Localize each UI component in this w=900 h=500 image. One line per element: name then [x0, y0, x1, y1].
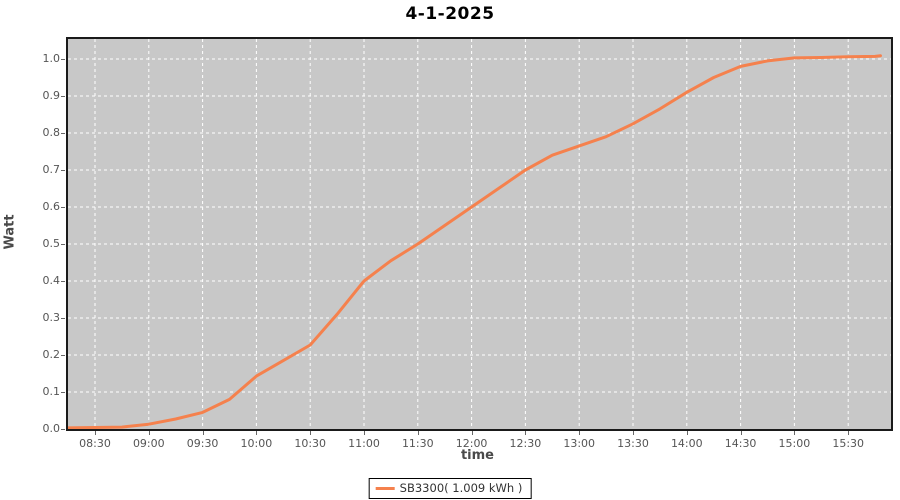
x-tick-label: 15:30 — [832, 437, 865, 450]
x-tick-mark — [794, 431, 796, 435]
x-tick-mark — [525, 431, 527, 435]
x-tick-label: 14:30 — [724, 437, 757, 450]
x-tick-mark — [148, 431, 150, 435]
y-tick-mark — [61, 96, 65, 97]
legend-series-label: SB3300( 1.009 kWh ) — [399, 481, 523, 495]
x-tick-label: 09:00 — [132, 437, 165, 450]
x-tick-label: 09:30 — [186, 437, 219, 450]
y-tick-label: 0.6 — [42, 200, 61, 213]
y-tick-label: 0.5 — [42, 237, 61, 250]
x-tick-mark — [633, 431, 634, 435]
legend-box: SB3300( 1.009 kWh ) — [368, 478, 532, 499]
x-tick-mark — [364, 431, 365, 435]
x-tick-label: 14:00 — [670, 437, 703, 450]
x-tick-label: 11:00 — [348, 437, 380, 450]
y-tick-mark — [61, 429, 65, 430]
plot-area — [66, 37, 893, 431]
x-tick-label: 11:30 — [401, 437, 434, 450]
y-tick-mark — [61, 392, 65, 393]
x-tick-mark — [202, 431, 204, 435]
x-tick-mark — [686, 431, 688, 435]
series-line — [68, 54, 882, 429]
y-tick-label: 0.0 — [42, 422, 61, 435]
y-tick-label: 0.9 — [42, 89, 61, 102]
x-tick-mark — [740, 431, 742, 435]
y-tick-mark — [61, 170, 65, 171]
y-tick-mark — [61, 133, 65, 134]
x-tick-mark — [95, 431, 96, 435]
x-tick-label: 10:00 — [240, 437, 273, 450]
x-tick-label: 08:30 — [79, 437, 111, 450]
y-tick-mark — [61, 244, 65, 245]
x-tick-mark — [579, 431, 581, 435]
x-tick-label: 12:00 — [455, 437, 488, 450]
y-tick-mark — [61, 207, 65, 208]
x-tick-mark — [417, 431, 419, 435]
x-tick-label: 13:00 — [563, 437, 596, 450]
x-tick-label: 10:30 — [294, 437, 327, 450]
y-tick-label: 0.8 — [42, 126, 61, 139]
x-tick-label: 13:30 — [617, 437, 649, 450]
y-tick-mark — [61, 355, 65, 356]
x-tick-mark — [471, 431, 473, 435]
y-tick-mark — [61, 59, 65, 60]
x-tick-label: 15:00 — [778, 437, 811, 450]
y-tick-label: 0.2 — [42, 348, 61, 361]
x-tick-mark — [848, 431, 850, 435]
chart-title: 4-1-2025 — [405, 4, 495, 24]
y-axis-label: Watt — [2, 214, 18, 250]
y-tick-mark — [61, 318, 65, 319]
y-tick-label: 0.3 — [42, 311, 61, 324]
plot-canvas — [68, 39, 891, 429]
x-tick-mark — [310, 431, 312, 435]
y-tick-label: 0.4 — [42, 274, 61, 287]
y-tick-label: 0.1 — [42, 385, 61, 398]
x-tick-label: 12:30 — [509, 437, 542, 450]
y-tick-label: 0.7 — [42, 163, 61, 176]
x-axis-label: time — [460, 448, 495, 463]
y-tick-mark — [61, 281, 65, 282]
legend-series-line-icon — [375, 486, 395, 490]
y-tick-label: 1.0 — [42, 52, 61, 65]
x-tick-mark — [256, 431, 258, 435]
